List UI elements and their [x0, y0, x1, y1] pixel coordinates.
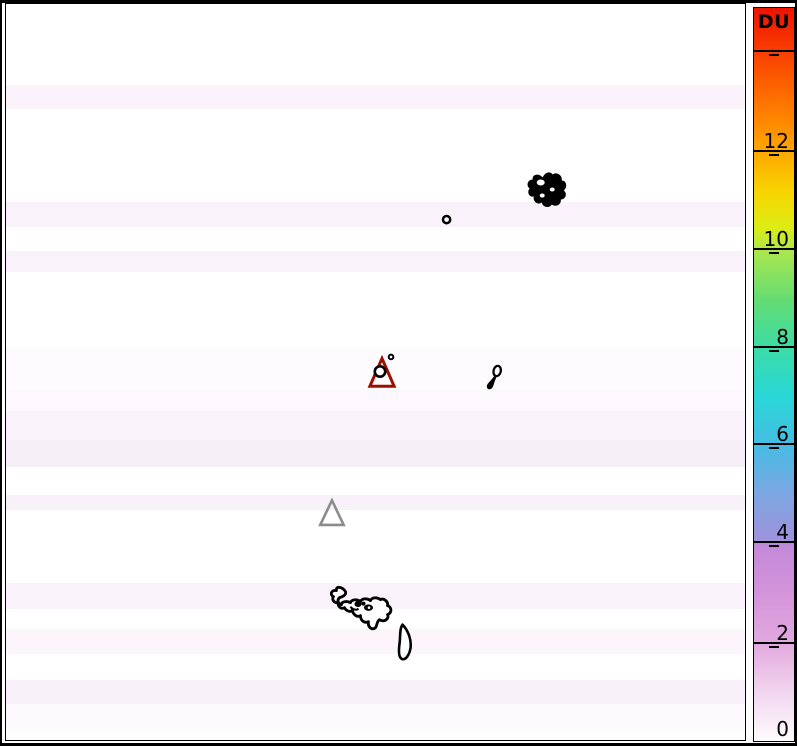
island-crescent-south: [397, 623, 412, 661]
colorbar-tick-line: [754, 443, 794, 445]
colorbar-gradient: [754, 8, 794, 741]
map-canvas: [318, 172, 567, 661]
colorbar-title: DU: [757, 11, 791, 33]
low-value-band: [6, 629, 745, 654]
colorbar-tick-dash: [769, 54, 779, 56]
island-ring-tiny: [387, 353, 395, 361]
island-large-south: [329, 585, 393, 631]
colorbar-tick-line: [754, 642, 794, 644]
colorbar-tick-dash: [769, 350, 779, 352]
colorbar: DU 12 10 8 6 4 2 0: [753, 7, 795, 742]
map-axes: [5, 3, 746, 741]
colorbar-tick-dash: [769, 447, 779, 449]
island-ring-north: [441, 214, 452, 225]
low-value-band: [6, 680, 745, 704]
colorbar-tick-label: 2: [776, 621, 789, 645]
colorbar-tick-label: 6: [776, 422, 789, 446]
colorbar-tick-line: [754, 248, 794, 250]
low-value-band: [6, 411, 745, 440]
colorbar-tick-line: [754, 150, 794, 152]
colorbar-tick-label: 4: [776, 520, 789, 544]
colorbar-tick-dash: [769, 154, 779, 156]
low-value-band: [6, 495, 745, 510]
low-value-band: [6, 202, 745, 227]
low-value-band: [6, 440, 745, 467]
colorbar-tick-dash: [769, 646, 779, 648]
colorbar-tick-line: [754, 346, 794, 348]
low-value-band: [6, 390, 745, 411]
low-value-band: [6, 251, 745, 272]
colorbar-tick-line: [754, 541, 794, 543]
colorbar-tick-label: 8: [776, 325, 789, 349]
low-value-bands: [6, 4, 745, 740]
colorbar-tick-dash: [769, 545, 779, 547]
island-cluster-northeast-outline: [527, 172, 567, 208]
colorbar-tick-label: 10: [763, 227, 789, 251]
low-value-band: [6, 704, 745, 731]
colorbar-tick-dash: [769, 252, 779, 254]
island-chain-east: [486, 364, 503, 390]
low-value-band: [6, 85, 745, 109]
island-ring-volcano: [373, 364, 387, 379]
colorbar-tick-line: [754, 50, 794, 52]
volcano-marker-inactive: [318, 497, 346, 527]
colorbar-tick-label: 12: [763, 129, 789, 153]
colorbar-tick-label: 0: [776, 717, 789, 741]
